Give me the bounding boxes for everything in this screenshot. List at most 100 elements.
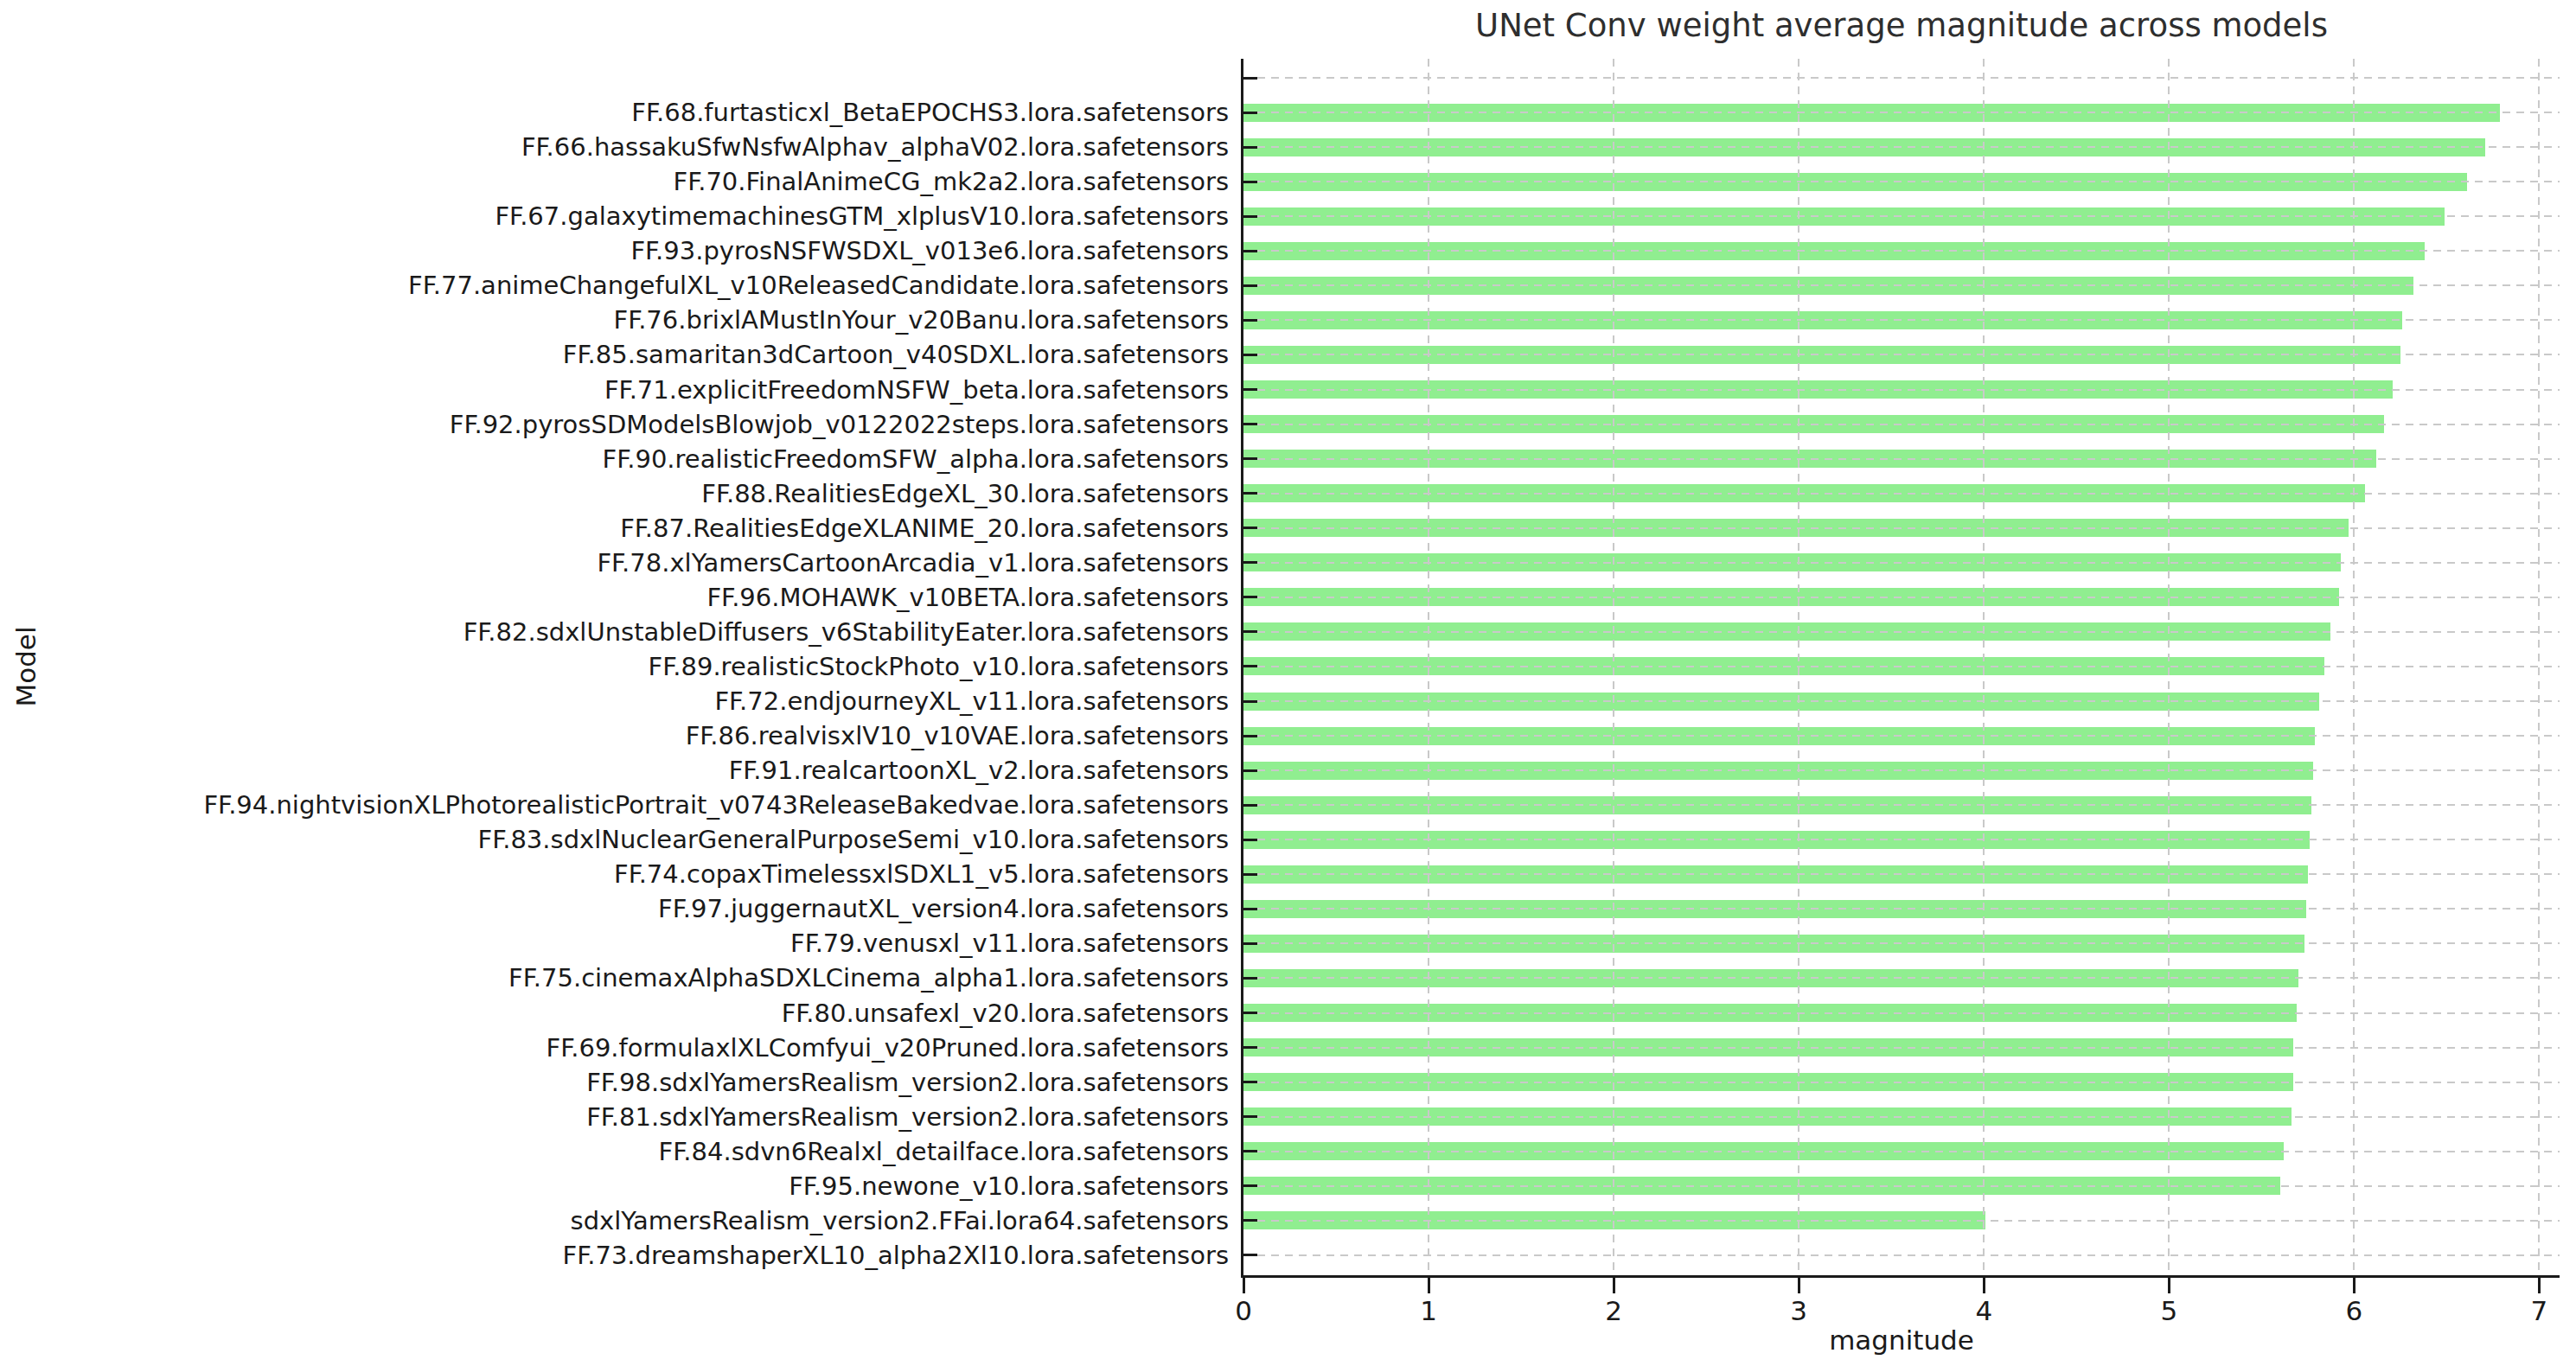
y-tick-label: FF.78.xlYamersCartoonArcadia_v1.lora.saf… bbox=[0, 546, 1229, 580]
x-tick-label: 1 bbox=[1385, 1295, 1472, 1326]
y-tick-mark bbox=[1243, 284, 1257, 287]
y-tick-mark bbox=[1243, 354, 1257, 356]
y-tick-label: FF.94.nightvisionXLPhotorealisticPortrai… bbox=[0, 788, 1229, 822]
y-tick-label: FF.69.formulaxlXLComfyui_v20Pruned.lora.… bbox=[0, 1031, 1229, 1065]
y-tick-label: FF.68.furtasticxl_BetaEPOCHS3.lora.safet… bbox=[0, 95, 1229, 130]
y-tick-label: FF.67.galaxytimemachinesGTM_xlplusV10.lo… bbox=[0, 199, 1229, 233]
y-tick-mark bbox=[1243, 804, 1257, 807]
y-tick-label: FF.86.realvisxlV10_v10VAE.lora.safetenso… bbox=[0, 718, 1229, 753]
y-gridline bbox=[1243, 769, 2560, 771]
y-gridline bbox=[1243, 908, 2560, 910]
y-gridline bbox=[1243, 666, 2560, 667]
x-tick-label: 4 bbox=[1940, 1295, 2027, 1326]
y-tick-mark bbox=[1243, 1150, 1257, 1152]
y-gridline bbox=[1243, 597, 2560, 598]
y-gridline bbox=[1243, 77, 2560, 79]
chart-title: UNet Conv weight average magnitude acros… bbox=[1243, 7, 2560, 44]
y-tick-mark bbox=[1243, 457, 1257, 460]
y-tick-label: FF.89.realisticStockPhoto_v10.lora.safet… bbox=[0, 649, 1229, 684]
y-gridline bbox=[1243, 1151, 2560, 1152]
y-gridline bbox=[1243, 1116, 2560, 1118]
y-tick-label: FF.71.explicitFreedomNSFW_beta.lora.safe… bbox=[0, 373, 1229, 407]
y-tick-mark bbox=[1243, 665, 1257, 667]
y-gridline bbox=[1243, 1082, 2560, 1083]
y-tick-mark bbox=[1243, 630, 1257, 633]
y-tick-mark bbox=[1243, 873, 1257, 876]
y-gridline bbox=[1243, 319, 2560, 321]
y-tick-mark bbox=[1243, 250, 1257, 252]
y-gridline bbox=[1243, 215, 2560, 217]
y-tick-label: sdxlYamersRealism_version2.FFai.lora64.s… bbox=[0, 1203, 1229, 1238]
x-tick-mark bbox=[2168, 1278, 2170, 1293]
y-tick-mark bbox=[1243, 423, 1257, 425]
x-tick-mark bbox=[2538, 1278, 2541, 1293]
x-tick-label: 2 bbox=[1570, 1295, 1657, 1326]
y-tick-label: FF.97.juggernautXL_version4.lora.safeten… bbox=[0, 891, 1229, 926]
y-tick-label: FF.81.sdxlYamersRealism_version2.lora.sa… bbox=[0, 1100, 1229, 1134]
y-tick-label: FF.84.sdvn6Realxl_detailface.lora.safete… bbox=[0, 1134, 1229, 1169]
y-tick-mark bbox=[1243, 1184, 1257, 1187]
y-gridline bbox=[1243, 1047, 2560, 1049]
y-tick-mark bbox=[1243, 1254, 1257, 1256]
bar-chart-figure: UNet Conv weight average magnitude acros… bbox=[0, 0, 2576, 1366]
y-tick-mark bbox=[1243, 561, 1257, 564]
x-tick-mark bbox=[2353, 1278, 2355, 1293]
y-tick-label: FF.75.cinemaxAlphaSDXLCinema_alpha1.lora… bbox=[0, 961, 1229, 995]
y-tick-label: FF.83.sdxlNuclearGeneralPurposeSemi_v10.… bbox=[0, 822, 1229, 857]
y-tick-label: FF.70.FinalAnimeCG_mk2a2.lora.safetensor… bbox=[0, 164, 1229, 199]
y-tick-label: FF.91.realcartoonXL_v2.lora.safetensors bbox=[0, 753, 1229, 788]
y-tick-mark bbox=[1243, 1115, 1257, 1118]
y-tick-mark bbox=[1243, 319, 1257, 322]
y-tick-label: FF.77.animeChangefulXL_v10ReleasedCandid… bbox=[0, 268, 1229, 303]
y-gridline bbox=[1243, 354, 2560, 355]
y-tick-mark bbox=[1243, 769, 1257, 772]
x-tick-mark bbox=[1983, 1278, 1985, 1293]
y-tick-mark bbox=[1243, 112, 1257, 114]
x-tick-label: 6 bbox=[2311, 1295, 2397, 1326]
y-gridline bbox=[1243, 424, 2560, 425]
y-gridline bbox=[1243, 1254, 2560, 1256]
y-gridline bbox=[1243, 1220, 2560, 1222]
y-gridline bbox=[1243, 458, 2560, 460]
y-tick-mark bbox=[1243, 977, 1257, 980]
y-tick-label: FF.96.MOHAWK_v10BETA.lora.safetensors bbox=[0, 580, 1229, 615]
y-gridline bbox=[1243, 839, 2560, 840]
y-gridline bbox=[1243, 389, 2560, 391]
x-tick-label: 7 bbox=[2496, 1295, 2576, 1326]
y-tick-mark bbox=[1243, 700, 1257, 703]
y-tick-label: FF.85.samaritan3dCartoon_v40SDXL.lora.sa… bbox=[0, 337, 1229, 372]
y-tick-label: FF.82.sdxlUnstableDiffusers_v6StabilityE… bbox=[0, 615, 1229, 649]
x-tick-label: 0 bbox=[1200, 1295, 1287, 1326]
y-gridline bbox=[1243, 942, 2560, 944]
y-gridline bbox=[1243, 562, 2560, 564]
y-tick-label: FF.73.dreamshaperXL10_alpha2Xl10.lora.sa… bbox=[0, 1238, 1229, 1273]
x-tick-label: 5 bbox=[2125, 1295, 2212, 1326]
y-tick-mark bbox=[1243, 1219, 1257, 1222]
y-tick-mark bbox=[1243, 215, 1257, 218]
y-tick-mark bbox=[1243, 181, 1257, 183]
y-tick-label: FF.76.brixlAMustInYour_v20Banu.lora.safe… bbox=[0, 303, 1229, 337]
y-tick-mark bbox=[1243, 596, 1257, 598]
y-gridline bbox=[1243, 146, 2560, 148]
x-axis-label: magnitude bbox=[1243, 1325, 2560, 1356]
y-gridline bbox=[1243, 181, 2560, 182]
y-tick-label: FF.98.sdxlYamersRealism_version2.lora.sa… bbox=[0, 1065, 1229, 1100]
y-tick-mark bbox=[1243, 77, 1257, 80]
x-tick-mark bbox=[1243, 1278, 1245, 1293]
y-gridline bbox=[1243, 1185, 2560, 1187]
y-gridline bbox=[1243, 700, 2560, 702]
y-tick-mark bbox=[1243, 492, 1257, 495]
y-gridline bbox=[1243, 804, 2560, 806]
y-tick-label: FF.80.unsafexl_v20.lora.safetensors bbox=[0, 996, 1229, 1031]
y-tick-mark bbox=[1243, 1012, 1257, 1014]
y-gridline bbox=[1243, 631, 2560, 633]
y-gridline bbox=[1243, 112, 2560, 113]
y-gridline bbox=[1243, 250, 2560, 252]
y-tick-label: FF.93.pyrosNSFWSDXL_v013e6.lora.safetens… bbox=[0, 233, 1229, 268]
y-tick-label: FF.87.RealitiesEdgeXLANIME_20.lora.safet… bbox=[0, 511, 1229, 546]
x-tick-mark bbox=[1428, 1278, 1430, 1293]
y-tick-label: FF.92.pyrosSDModelsBlowjob_v0122022steps… bbox=[0, 407, 1229, 442]
y-tick-mark bbox=[1243, 1081, 1257, 1083]
y-tick-mark bbox=[1243, 908, 1257, 910]
y-tick-mark bbox=[1243, 1046, 1257, 1049]
